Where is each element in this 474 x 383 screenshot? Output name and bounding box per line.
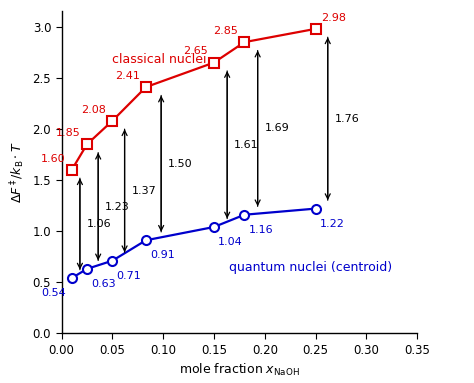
Text: 2.85: 2.85 bbox=[213, 26, 238, 36]
Text: 1.16: 1.16 bbox=[248, 225, 273, 235]
Text: 1.60: 1.60 bbox=[41, 154, 66, 164]
Text: 0.63: 0.63 bbox=[91, 279, 116, 289]
Text: 1.23: 1.23 bbox=[105, 201, 130, 211]
Text: 1.06: 1.06 bbox=[87, 219, 112, 229]
Text: 1.22: 1.22 bbox=[319, 219, 345, 229]
Text: quantum nuclei (centroid): quantum nuclei (centroid) bbox=[229, 261, 392, 274]
Text: 1.04: 1.04 bbox=[218, 237, 243, 247]
Text: classical nuclei: classical nuclei bbox=[112, 52, 207, 65]
Text: 1.69: 1.69 bbox=[265, 123, 290, 133]
Text: 0.91: 0.91 bbox=[150, 250, 175, 260]
Text: 2.08: 2.08 bbox=[82, 105, 106, 115]
Text: 1.50: 1.50 bbox=[168, 159, 193, 169]
X-axis label: mole fraction $x_\mathrm{NaOH}$: mole fraction $x_\mathrm{NaOH}$ bbox=[179, 362, 300, 378]
Text: 0.71: 0.71 bbox=[117, 271, 141, 281]
Text: 2.65: 2.65 bbox=[183, 46, 208, 56]
Text: 2.41: 2.41 bbox=[115, 71, 140, 81]
Y-axis label: $\Delta F^\ddagger/k_\mathrm{B}\cdot T$: $\Delta F^\ddagger/k_\mathrm{B}\cdot T$ bbox=[9, 141, 27, 203]
Text: 1.76: 1.76 bbox=[335, 114, 360, 124]
Text: 1.37: 1.37 bbox=[132, 186, 156, 196]
Text: 1.61: 1.61 bbox=[234, 140, 259, 150]
Text: 1.85: 1.85 bbox=[56, 128, 81, 138]
Text: 0.54: 0.54 bbox=[41, 288, 66, 298]
Text: 2.98: 2.98 bbox=[320, 13, 346, 23]
